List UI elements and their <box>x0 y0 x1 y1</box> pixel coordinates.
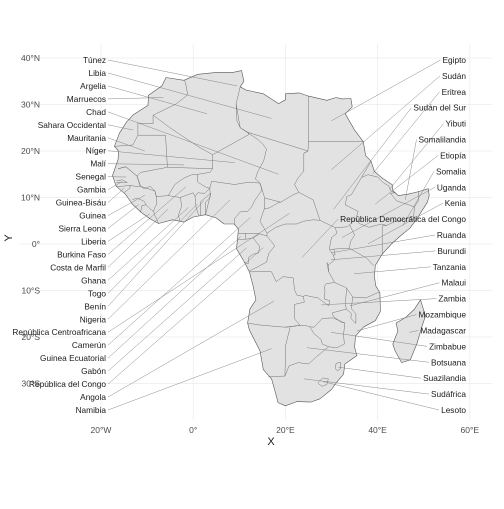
x-tick-label: 0° <box>189 425 197 435</box>
x-tick-label: 40°E <box>368 425 387 435</box>
country-label: Madagascar <box>420 325 466 335</box>
country-label: Malí <box>90 159 106 169</box>
country-label: Sudán <box>442 71 466 81</box>
country-label: Angola <box>80 392 106 402</box>
country-label: Gambia <box>77 185 106 195</box>
country-label: Níger <box>86 146 107 156</box>
country-label: Guinea <box>79 211 106 221</box>
y-tick-label: 20°S <box>21 332 40 342</box>
country-label: Malaui <box>442 278 467 288</box>
leader-line <box>108 248 247 371</box>
leader-line <box>108 217 250 345</box>
country-label: Yibuti <box>446 119 467 129</box>
country-label: Guinea-Bisáu <box>56 198 107 208</box>
y-axis-title: Y <box>3 234 15 242</box>
country-label: Etiopía <box>440 150 466 160</box>
country-label: Zimbabue <box>429 341 466 351</box>
country-label: Tanzania <box>433 262 467 272</box>
leader-line <box>108 204 139 228</box>
leader-line <box>390 124 444 189</box>
y-tick-label: 30°S <box>21 379 40 389</box>
country-label: Zambia <box>438 294 466 304</box>
y-tick-label: 0° <box>32 239 40 249</box>
country-label: Sudáfrica <box>431 389 466 399</box>
leader-line <box>108 349 272 410</box>
country-label: Eritrea <box>442 87 467 97</box>
country-label: Sierra Leona <box>58 224 106 234</box>
country-label: Senegal <box>76 172 107 182</box>
y-tick-label: 20°N <box>21 146 40 156</box>
y-tick-label: 10°N <box>21 193 40 203</box>
x-axis-title: X <box>267 436 275 448</box>
country-label: Nigeria <box>80 314 107 324</box>
country-label: Egipto <box>442 55 466 65</box>
y-tick-label: 30°N <box>21 100 40 110</box>
country-label: Somalia <box>436 166 466 176</box>
y-tick-label: 10°S <box>21 286 40 296</box>
africa-landmass <box>113 71 430 406</box>
country-label: Libia <box>88 68 106 78</box>
leader-line <box>108 188 124 202</box>
country-label: República del Congo <box>29 379 106 389</box>
x-tick-label: 20°E <box>276 425 295 435</box>
country-label: Suazilandia <box>423 373 466 383</box>
country-label: Botsuana <box>431 357 466 367</box>
country-label: Sudán del Sur <box>413 103 466 113</box>
country-label: Marruecos <box>67 94 106 104</box>
country-label: Somalilandia <box>418 135 466 145</box>
country-label: Togo <box>88 288 106 298</box>
country-label: Ruanda <box>437 230 466 240</box>
country-label: Liberia <box>81 236 106 246</box>
leader-line <box>108 248 263 384</box>
country-label: Argelia <box>80 81 106 91</box>
country-label: Benín <box>84 301 106 311</box>
x-tick-label: 60°E <box>461 425 480 435</box>
country-label: Burundi <box>437 246 466 256</box>
country-label: Burkina Faso <box>57 249 106 259</box>
y-tick-label: 40°N <box>21 53 40 63</box>
country-label: Uganda <box>437 182 466 192</box>
africa-mainland <box>113 71 430 406</box>
x-tick-label: 20°W <box>91 425 112 435</box>
country-label: Chad <box>86 107 106 117</box>
country-label: Namibia <box>76 405 107 415</box>
country-label: República Democrática del Congo <box>340 214 466 224</box>
country-label: Costa de Marfil <box>50 262 106 272</box>
leader-line <box>323 382 439 410</box>
country-label: Gabón <box>81 366 106 376</box>
country-label: Kenia <box>445 198 467 208</box>
leader-line <box>405 140 416 200</box>
country-label: Sahara Occidental <box>38 120 106 130</box>
country-label: Mozambique <box>418 310 466 320</box>
leader-line <box>338 367 421 378</box>
leader-line <box>108 214 150 242</box>
country-label: Túnez <box>83 55 106 65</box>
country-label: Camerún <box>72 340 107 350</box>
leader-line <box>108 209 168 267</box>
country-label: Mauritania <box>67 133 106 143</box>
country-label: Guinea Ecuatorial <box>40 353 106 363</box>
country-label: Ghana <box>81 275 106 285</box>
leader-line <box>108 237 241 359</box>
country-label: Lesoto <box>441 405 466 415</box>
